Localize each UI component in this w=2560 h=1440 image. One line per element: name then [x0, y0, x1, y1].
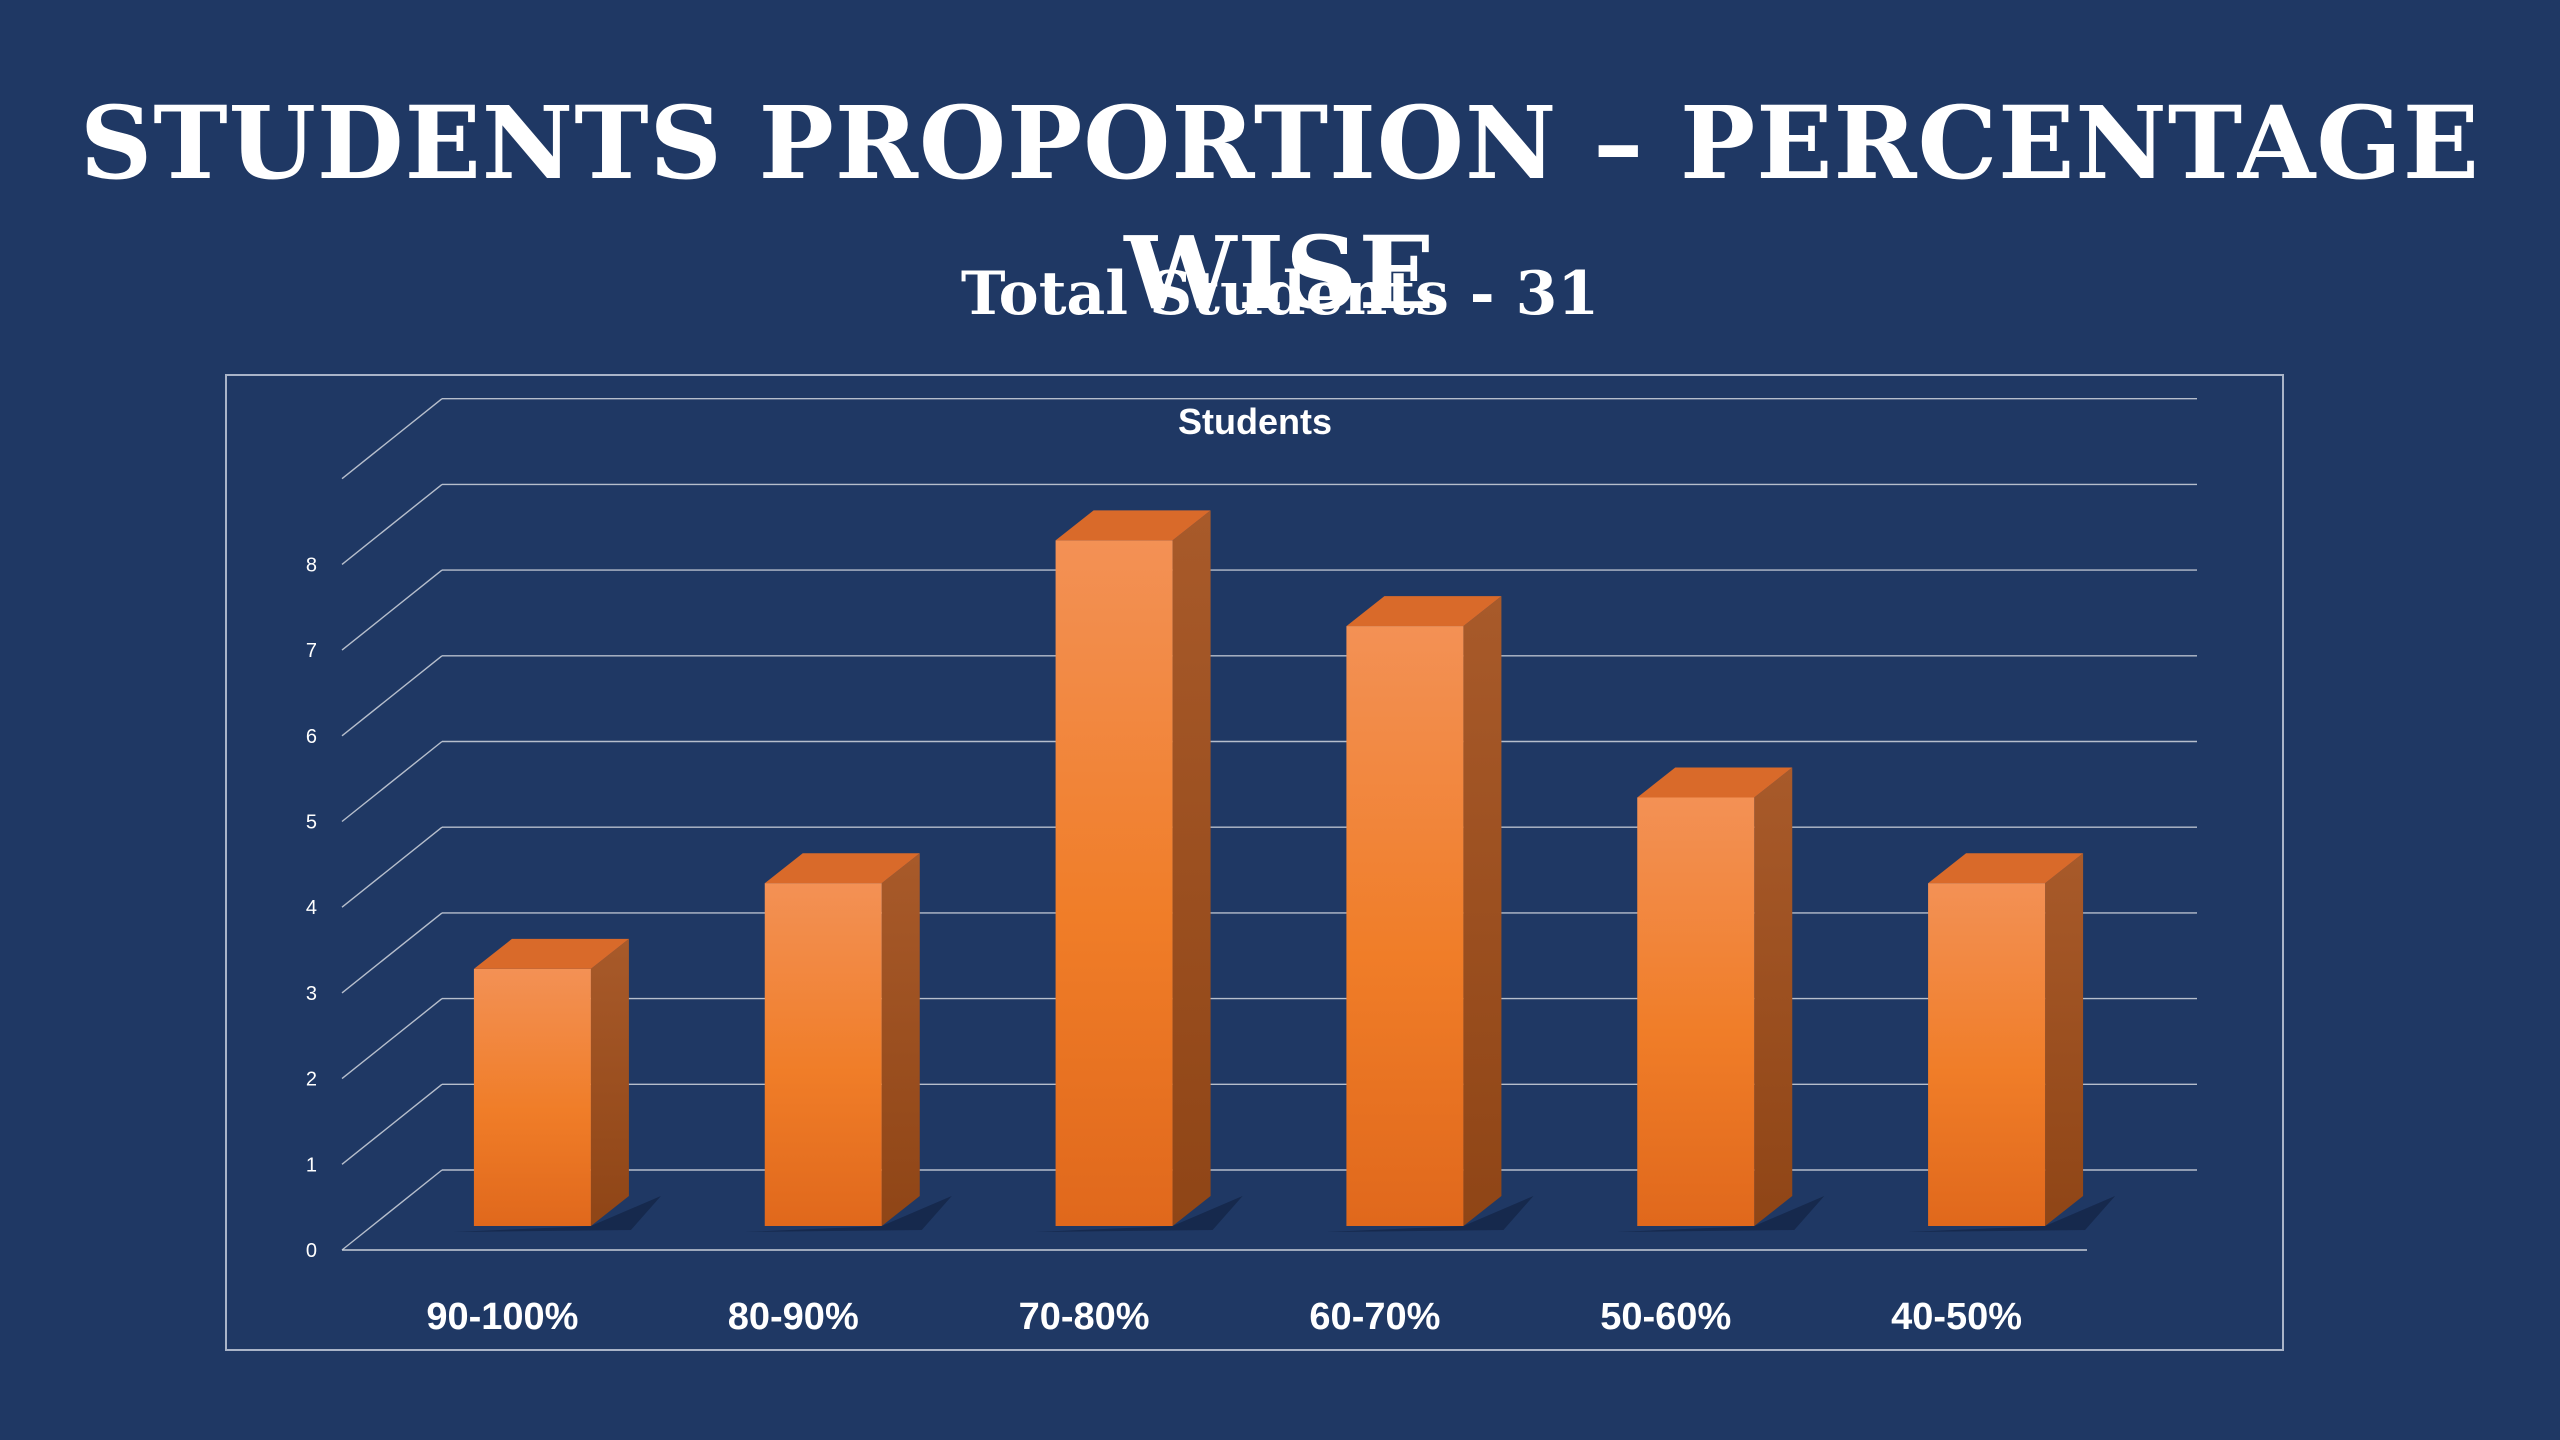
bar: [1928, 883, 2046, 1226]
x-tick-label: 50-60%: [1600, 1296, 1731, 1338]
y-tick-label: 0: [306, 1240, 317, 1262]
gridline-side: [341, 740, 443, 823]
y-axis: 0 1 2 3 4 5 6 7 8: [306, 554, 317, 1262]
bar: [473, 968, 591, 1226]
bar-top: [764, 853, 920, 884]
bar-side: [1172, 510, 1211, 1226]
bar-shadow: [453, 1196, 661, 1232]
y-tick-label: 4: [306, 897, 317, 919]
x-tick-label: 90-100%: [426, 1296, 578, 1338]
bar-shadow: [1035, 1196, 1243, 1232]
bar-side: [1463, 596, 1502, 1226]
bars: [453, 510, 2116, 1232]
gridline-side: [341, 1083, 443, 1165]
bar-top: [1346, 596, 1502, 627]
gridline-side: [341, 655, 443, 737]
bar-top: [1637, 767, 1793, 798]
chart-title: Students: [1178, 401, 1332, 442]
gridline-side: [341, 483, 443, 565]
bar-side: [590, 938, 629, 1226]
gridline-side: [341, 398, 443, 480]
gridline-side: [341, 826, 443, 908]
x-tick-label: 80-90%: [728, 1296, 859, 1338]
bar-top: [1928, 853, 2084, 884]
bar: [1637, 797, 1755, 1226]
y-tick-label: 3: [306, 983, 317, 1005]
chart-frame: Students 0 1 2 3 4 5 6 7 8 90-100% 80-90% 70-80% 60…: [225, 374, 2284, 1351]
y-tick-label: 6: [306, 726, 317, 748]
bar-side: [1754, 767, 1793, 1226]
bar: [1055, 540, 1173, 1226]
slide-title: STUDENTS PROPORTION – PERCENTAGE WISE: [80, 84, 2480, 332]
y-tick-label: 5: [306, 812, 317, 834]
bar-side: [2045, 853, 2084, 1226]
bar-top: [1055, 510, 1211, 541]
bar: [1346, 626, 1464, 1226]
y-tick-label: 7: [306, 640, 317, 662]
bar-side: [881, 853, 920, 1226]
y-tick-label: 2: [306, 1069, 317, 1091]
gridline-side: [341, 569, 443, 651]
gridline-side: [341, 912, 443, 994]
x-tick-label: 40-50%: [1891, 1296, 2022, 1338]
x-tick-label: 60-70%: [1309, 1296, 1440, 1338]
gridline-side: [341, 1169, 443, 1251]
bar-shadow: [1617, 1196, 1825, 1232]
x-axis: 90-100% 80-90% 70-80% 60-70% 50-60% 40-50%: [426, 1296, 2022, 1338]
bar-shadow: [1326, 1196, 1534, 1232]
y-tick-label: 8: [306, 554, 317, 576]
bar-chart: Students 0 1 2 3 4 5 6 7 8 90-100% 80-90% 70-80% 60…: [306, 398, 2197, 1338]
bar-shadow: [1908, 1196, 2116, 1232]
x-tick-label: 70-80%: [1019, 1296, 1150, 1338]
slide-subtitle: Total Students - 31: [960, 259, 1600, 329]
bar-shadow: [744, 1196, 952, 1232]
bar-top: [473, 938, 629, 969]
gridline-side: [341, 998, 443, 1080]
y-tick-label: 1: [306, 1154, 317, 1176]
bar: [764, 883, 882, 1226]
gridlines: [341, 398, 2197, 1251]
